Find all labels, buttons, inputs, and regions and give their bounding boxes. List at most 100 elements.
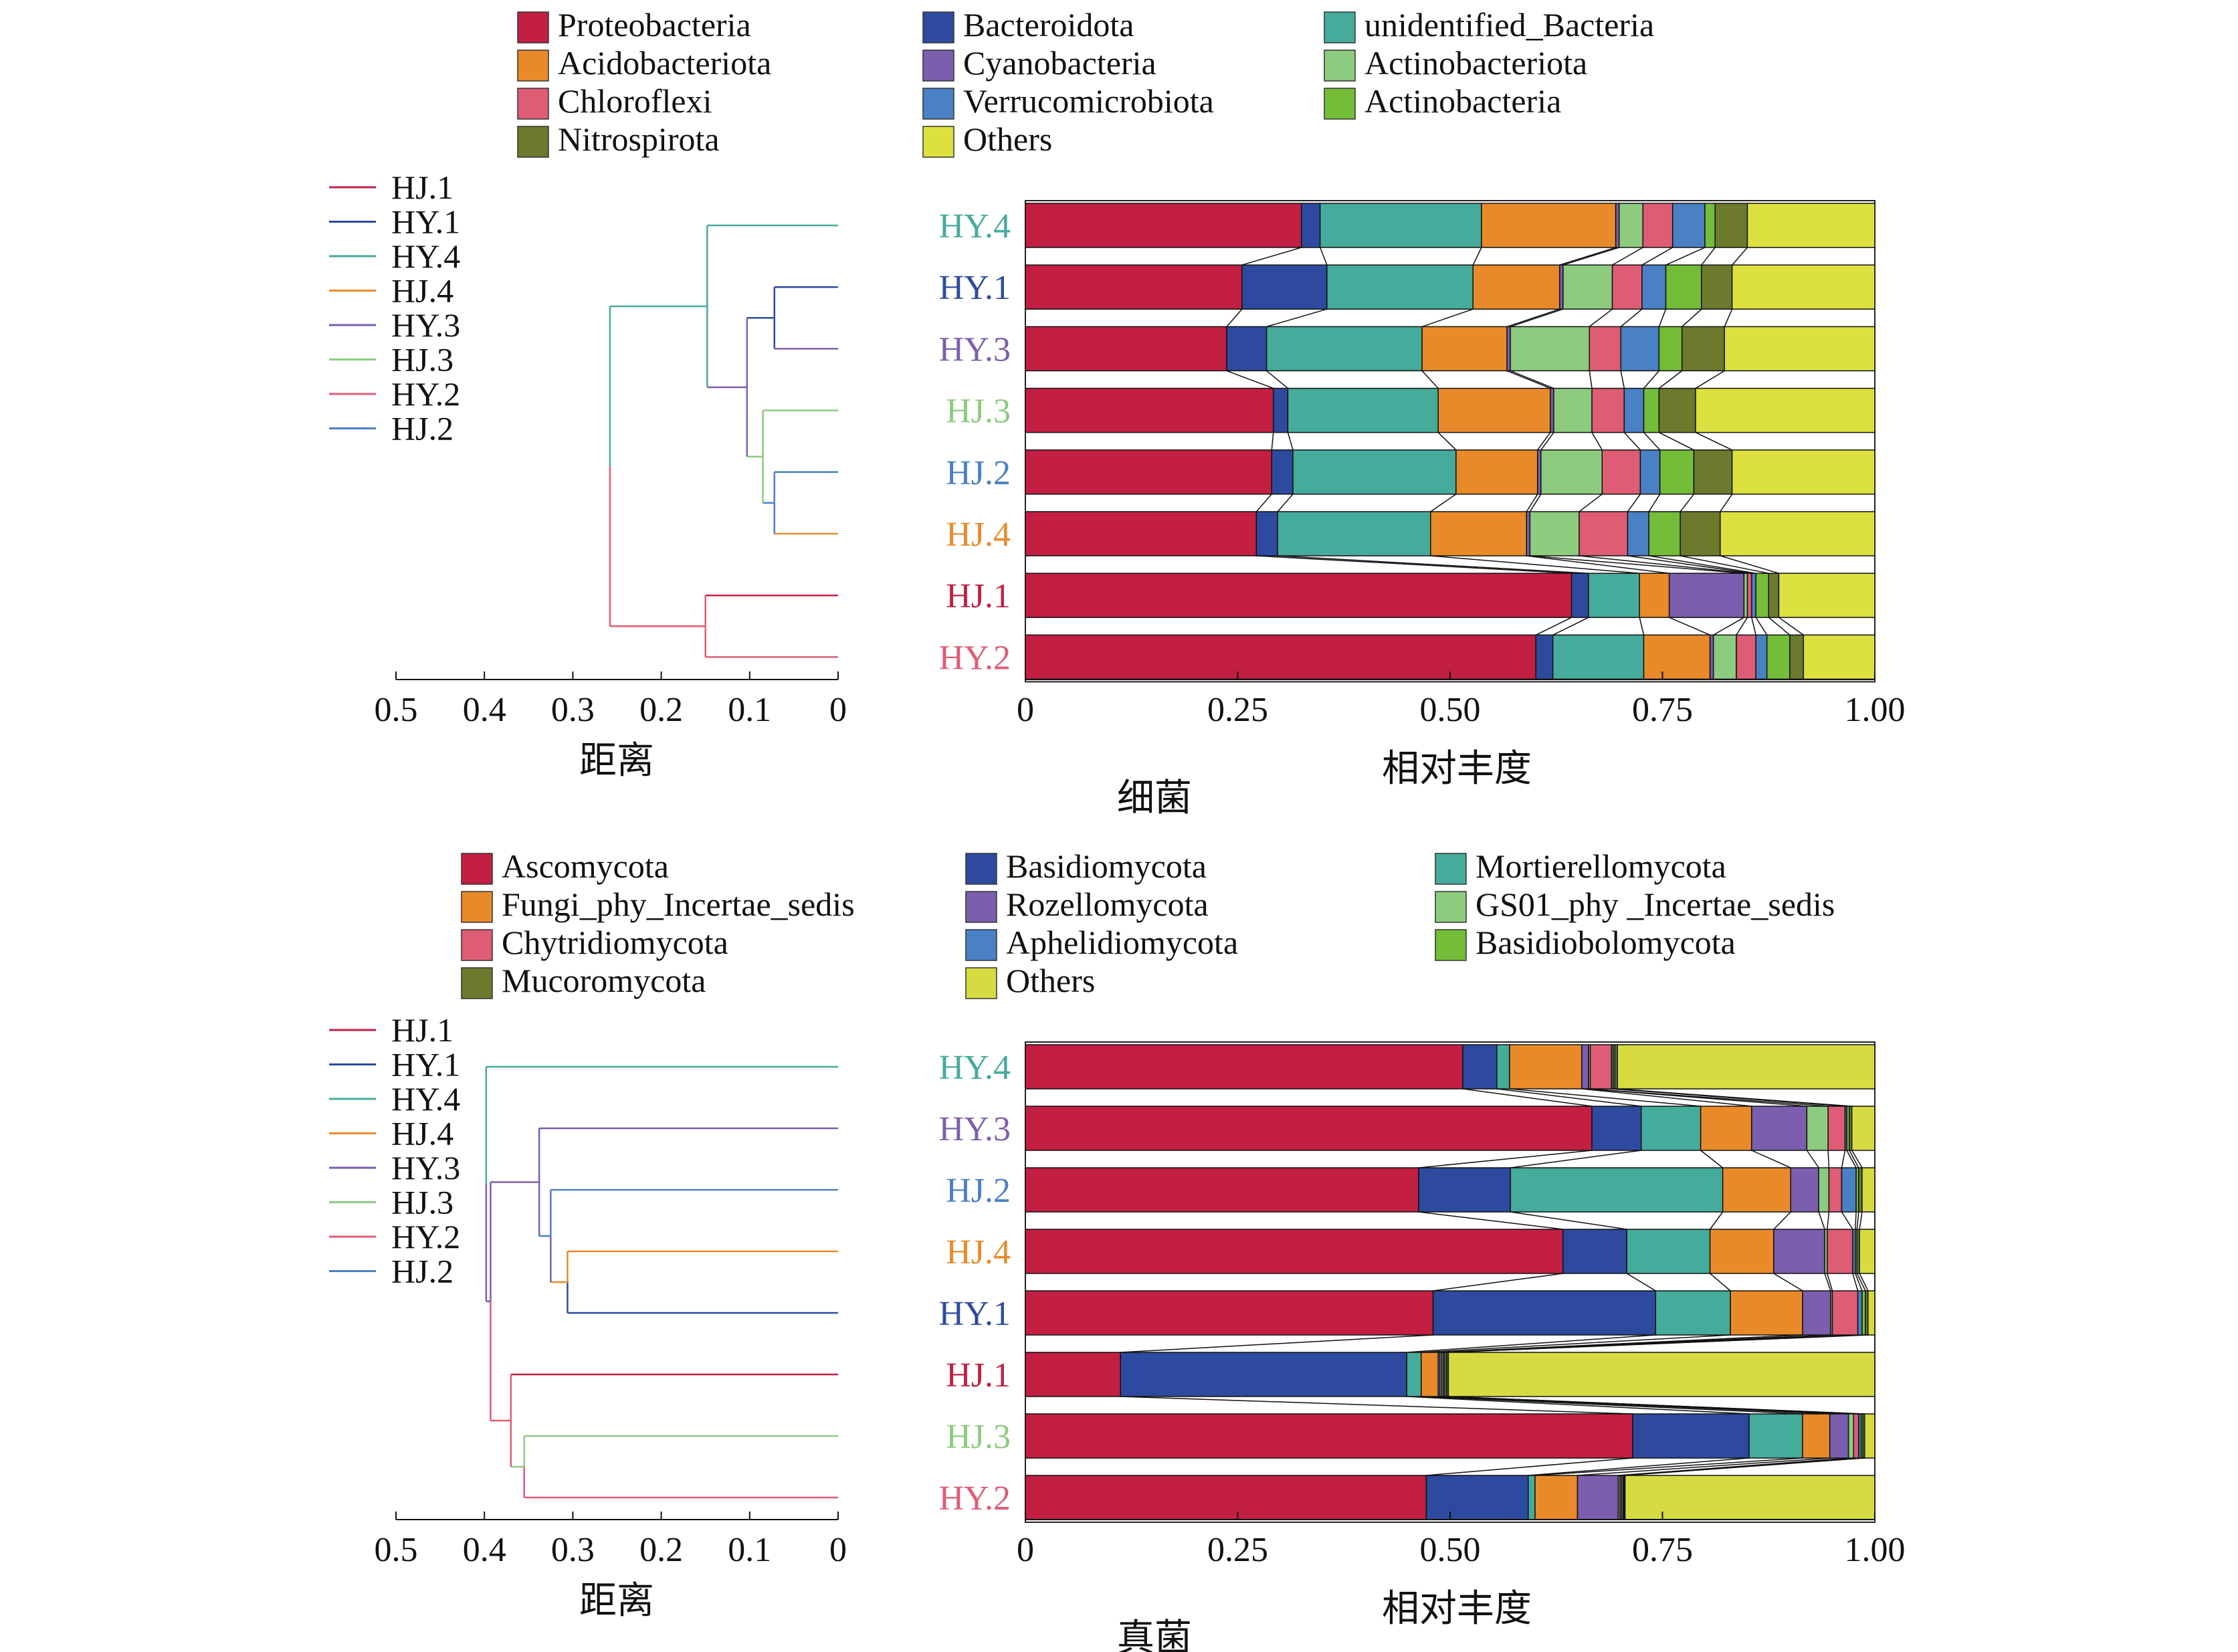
bar-segment (1806, 1106, 1829, 1151)
bar-segment (1406, 1352, 1422, 1397)
stack-connector (1617, 1088, 1852, 1107)
bar-segment (1627, 511, 1649, 556)
legend-swatch (517, 126, 549, 158)
stack-connector (1841, 1211, 1853, 1230)
stack-connector (1710, 1211, 1724, 1230)
stack-connector (1710, 1273, 1731, 1292)
legend-label: Cyanobacteria (963, 44, 1156, 82)
legend-label: Mortierellomycota (1476, 847, 1726, 885)
stack-connector (1680, 555, 1769, 574)
bar-segment (1472, 264, 1560, 310)
stack-connector (1579, 494, 1603, 512)
bar-segment (1025, 1413, 1633, 1459)
dendro-legend-label: HY.3 (391, 306, 460, 344)
bar-segment (1755, 573, 1769, 618)
bar-segment (1853, 1413, 1859, 1459)
bar-segment (1642, 203, 1673, 248)
bar-segment (1722, 1167, 1792, 1213)
bar-segment (1025, 573, 1572, 618)
bar-segment (1827, 1229, 1853, 1274)
stack-connector (1433, 1273, 1564, 1292)
bar-segment (1301, 203, 1321, 248)
legend-swatch (1435, 891, 1467, 923)
bar-x-tick-label: 0.75 (1632, 691, 1693, 729)
bar-segment (1857, 1290, 1863, 1336)
bar-segment (1818, 1167, 1830, 1213)
bar-segment (1618, 203, 1644, 248)
dendro-legend-label: HJ.1 (391, 169, 453, 206)
bar-segment (1867, 1290, 1875, 1336)
bar-segment (1743, 573, 1748, 618)
dendro-legend-label: HJ.2 (391, 1253, 453, 1290)
stack-connector (1319, 247, 1328, 266)
stack-connector (1120, 1396, 1633, 1415)
stack-connector (1256, 555, 1572, 574)
bar-segment (1828, 1167, 1843, 1213)
bar-segment (1529, 511, 1580, 556)
stack-connector (1510, 1150, 1641, 1168)
stack-connector (1255, 494, 1272, 512)
stack-connector (1552, 617, 1589, 636)
stack-connector (1506, 308, 1560, 328)
legend-swatch (1324, 88, 1356, 120)
legend-label: Bacteroidota (963, 6, 1134, 43)
bar-segment (1680, 511, 1721, 556)
bar-segment (1241, 264, 1328, 310)
dendro-x-tick-label: 0.2 (639, 691, 683, 729)
bar-segment (1658, 387, 1696, 433)
row-label: HJ.1 (946, 577, 1011, 615)
dendro-legend-label: HY.2 (391, 375, 460, 413)
stack-connector (1827, 1273, 1833, 1292)
dendro-legend-label: HJ.4 (391, 272, 453, 310)
legend-swatch (517, 49, 549, 82)
bar-segment (1025, 1106, 1593, 1151)
legend-swatch (965, 929, 997, 961)
bar-segment (1025, 1167, 1419, 1213)
stack-connector (1856, 1211, 1859, 1230)
legend-label: Actinobacteria (1364, 82, 1561, 120)
stack-connector (1510, 308, 1564, 328)
stack-connector (1579, 555, 1748, 574)
stack-connector (1437, 432, 1457, 451)
legend-label: Basidiobolomycota (1476, 924, 1736, 961)
bar-segment (1755, 634, 1768, 680)
bar-segment (1025, 203, 1302, 248)
bar-segment (1025, 634, 1537, 680)
bar-segment (1720, 511, 1875, 556)
row-label: HJ.4 (946, 1233, 1011, 1271)
bar-segment (1421, 1352, 1439, 1397)
dendro-x-axis-title: 距离 (579, 1580, 654, 1622)
bar-x-tick-label: 0 (1017, 691, 1034, 729)
bar-segment (1562, 1229, 1627, 1274)
stack-connector (1535, 617, 1572, 636)
dendro-x-tick-label: 0.1 (728, 1531, 771, 1569)
bar-segment (1736, 634, 1756, 680)
dendro-legend-label: HY.2 (391, 1218, 460, 1255)
row-label: HJ.2 (946, 1172, 1011, 1210)
stack-connector (1510, 370, 1554, 389)
bar-segment (1789, 634, 1805, 680)
stack-connector (1591, 432, 1603, 451)
stack-connector (1641, 247, 1673, 266)
bar-segment (1748, 1413, 1803, 1459)
stack-connector (1418, 1150, 1593, 1168)
bar-segment (1695, 387, 1875, 433)
bar-segment (1540, 449, 1603, 495)
bar-segment (1226, 326, 1267, 372)
bar-segment (1025, 1352, 1121, 1397)
stack-connector (1421, 308, 1473, 328)
legend-label: Verrucomicrobiota (963, 82, 1214, 120)
bar-segment (1641, 1106, 1702, 1151)
bar-segment (1858, 1167, 1863, 1213)
dendro-x-axis-title: 距离 (579, 740, 654, 782)
dendro-x-tick-label: 0.3 (551, 1531, 595, 1569)
row-label: HJ.3 (946, 393, 1011, 431)
stack-connector (1426, 1457, 1633, 1476)
bar-segment (1746, 573, 1752, 618)
dendro-legend-label: HY.1 (391, 1046, 460, 1083)
bar-segment (1712, 634, 1737, 680)
stack-connector (1851, 1150, 1863, 1168)
bar-segment (1731, 264, 1875, 310)
bar-segment (1025, 449, 1273, 495)
bar-segment (1319, 203, 1482, 248)
